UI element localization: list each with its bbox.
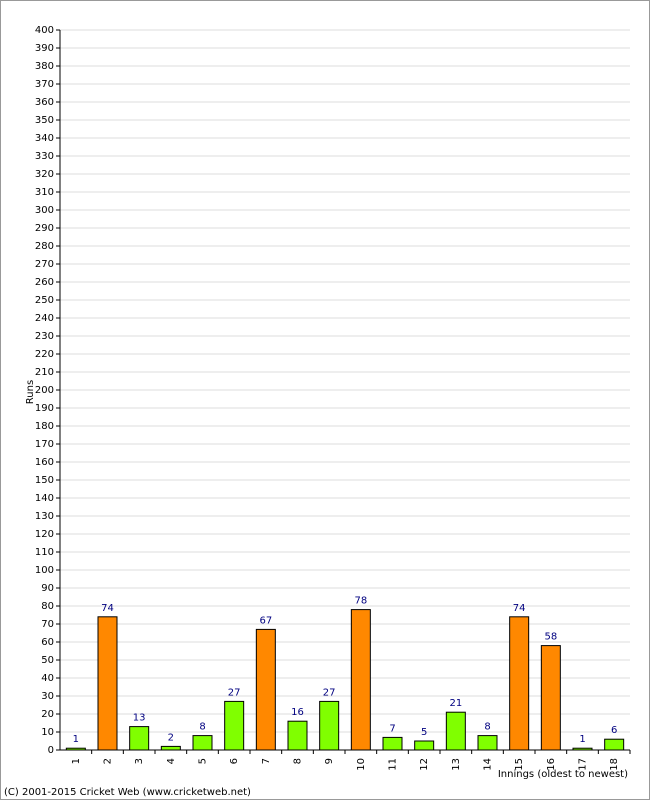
y-tick-label: 110 bbox=[35, 547, 54, 558]
y-tick-label: 270 bbox=[35, 259, 54, 270]
y-tick-label: 290 bbox=[35, 223, 54, 234]
x-tick-label: 8 bbox=[293, 758, 304, 764]
y-tick-label: 340 bbox=[35, 133, 54, 144]
y-tick-label: 230 bbox=[35, 331, 54, 342]
x-tick-label: 14 bbox=[483, 758, 494, 771]
x-tick-label: 15 bbox=[514, 758, 525, 771]
y-tick-label: 170 bbox=[35, 439, 54, 450]
y-tick-label: 160 bbox=[35, 457, 54, 468]
bar bbox=[572, 747, 593, 751]
y-tick-label: 330 bbox=[35, 151, 54, 162]
y-tick-label: 20 bbox=[41, 709, 54, 720]
bar bbox=[414, 740, 435, 751]
value-label: 74 bbox=[101, 603, 114, 614]
bar bbox=[129, 726, 150, 751]
y-tick-label: 80 bbox=[41, 601, 54, 612]
bar bbox=[287, 720, 308, 751]
y-tick-label: 310 bbox=[35, 187, 54, 198]
bar bbox=[97, 616, 118, 751]
x-tick-label: 1 bbox=[71, 758, 82, 764]
bar bbox=[382, 736, 403, 751]
bar bbox=[319, 700, 340, 751]
y-tick-label: 280 bbox=[35, 241, 54, 252]
y-tick-label: 140 bbox=[35, 493, 54, 504]
bar bbox=[540, 645, 561, 751]
y-tick-label: 70 bbox=[41, 619, 54, 630]
x-tick-label: 17 bbox=[578, 758, 589, 771]
bar bbox=[192, 735, 213, 751]
value-label: 58 bbox=[544, 632, 557, 643]
y-tick-label: 320 bbox=[35, 169, 54, 180]
bar bbox=[65, 747, 86, 751]
y-tick-label: 210 bbox=[35, 367, 54, 378]
y-tick-label: 260 bbox=[35, 277, 54, 288]
y-tick-label: 10 bbox=[41, 727, 54, 738]
y-tick-label: 300 bbox=[35, 205, 54, 216]
x-tick-label: 18 bbox=[609, 758, 620, 771]
bar bbox=[509, 616, 530, 751]
y-tick-label: 360 bbox=[35, 97, 54, 108]
y-tick-label: 370 bbox=[35, 79, 54, 90]
value-label: 2 bbox=[168, 732, 174, 743]
bar bbox=[350, 609, 371, 751]
bar bbox=[477, 735, 498, 751]
y-tick-label: 390 bbox=[35, 43, 54, 54]
x-tick-label: 9 bbox=[324, 758, 335, 764]
y-tick-label: 100 bbox=[35, 565, 54, 576]
value-label: 74 bbox=[513, 603, 526, 614]
value-label: 27 bbox=[323, 687, 336, 698]
y-tick-label: 150 bbox=[35, 475, 54, 486]
value-label: 1 bbox=[579, 734, 585, 745]
x-tick-label: 3 bbox=[134, 758, 145, 764]
value-label: 67 bbox=[259, 615, 272, 626]
y-tick-label: 180 bbox=[35, 421, 54, 432]
y-tick-label: 0 bbox=[48, 745, 54, 756]
bar bbox=[224, 700, 245, 751]
y-tick-label: 50 bbox=[41, 655, 54, 666]
value-label: 21 bbox=[449, 698, 462, 709]
footer: (C) 2001-2015 Cricket Web (www.cricketwe… bbox=[4, 787, 251, 798]
value-label: 8 bbox=[484, 722, 490, 733]
y-tick-label: 380 bbox=[35, 61, 54, 72]
x-tick-label: 6 bbox=[229, 758, 240, 764]
value-label: 7 bbox=[389, 723, 395, 734]
y-tick-label: 130 bbox=[35, 511, 54, 522]
value-label: 5 bbox=[421, 727, 427, 738]
y-tick-label: 190 bbox=[35, 403, 54, 414]
value-label: 6 bbox=[611, 725, 617, 736]
y-tick-label: 60 bbox=[41, 637, 54, 648]
bar bbox=[160, 745, 181, 751]
bar bbox=[445, 711, 466, 751]
y-tick-label: 250 bbox=[35, 295, 54, 306]
x-tick-label: 7 bbox=[261, 758, 272, 764]
value-label: 78 bbox=[354, 596, 367, 607]
y-tick-label: 240 bbox=[35, 313, 54, 324]
y-tick-label: 30 bbox=[41, 691, 54, 702]
x-tick-label: 11 bbox=[388, 758, 399, 771]
x-tick-label: 10 bbox=[356, 758, 367, 771]
y-tick-label: 40 bbox=[41, 673, 54, 684]
y-tick-label: 350 bbox=[35, 115, 54, 126]
value-label: 1 bbox=[73, 734, 79, 745]
value-label: 8 bbox=[199, 722, 205, 733]
x-tick-label: 5 bbox=[198, 758, 209, 764]
y-tick-label: 90 bbox=[41, 583, 54, 594]
y-tick-label: 120 bbox=[35, 529, 54, 540]
x-axis-title: Innings (oldest to newest) bbox=[498, 769, 628, 780]
y-tick-label: 400 bbox=[35, 25, 54, 36]
y-tick-label: 200 bbox=[35, 385, 54, 396]
value-label: 27 bbox=[228, 687, 241, 698]
bar bbox=[255, 628, 276, 751]
y-tick-label: 220 bbox=[35, 349, 54, 360]
x-tick-label: 4 bbox=[166, 758, 177, 764]
x-tick-label: 13 bbox=[451, 758, 462, 771]
bar bbox=[604, 738, 625, 751]
x-tick-label: 2 bbox=[103, 758, 114, 764]
value-label: 16 bbox=[291, 707, 304, 718]
x-tick-label: 16 bbox=[546, 758, 557, 771]
x-tick-label: 12 bbox=[419, 758, 430, 771]
y-axis-title: Runs bbox=[25, 380, 36, 404]
value-label: 13 bbox=[133, 713, 146, 724]
